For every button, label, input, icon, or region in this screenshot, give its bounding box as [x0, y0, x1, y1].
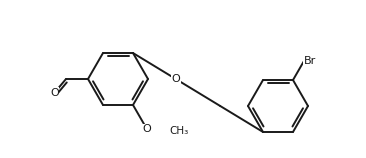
Text: CH₃: CH₃: [169, 126, 188, 136]
Text: O: O: [143, 124, 152, 134]
Text: Br: Br: [304, 56, 316, 66]
Text: O: O: [172, 74, 180, 84]
Text: O: O: [50, 88, 59, 98]
